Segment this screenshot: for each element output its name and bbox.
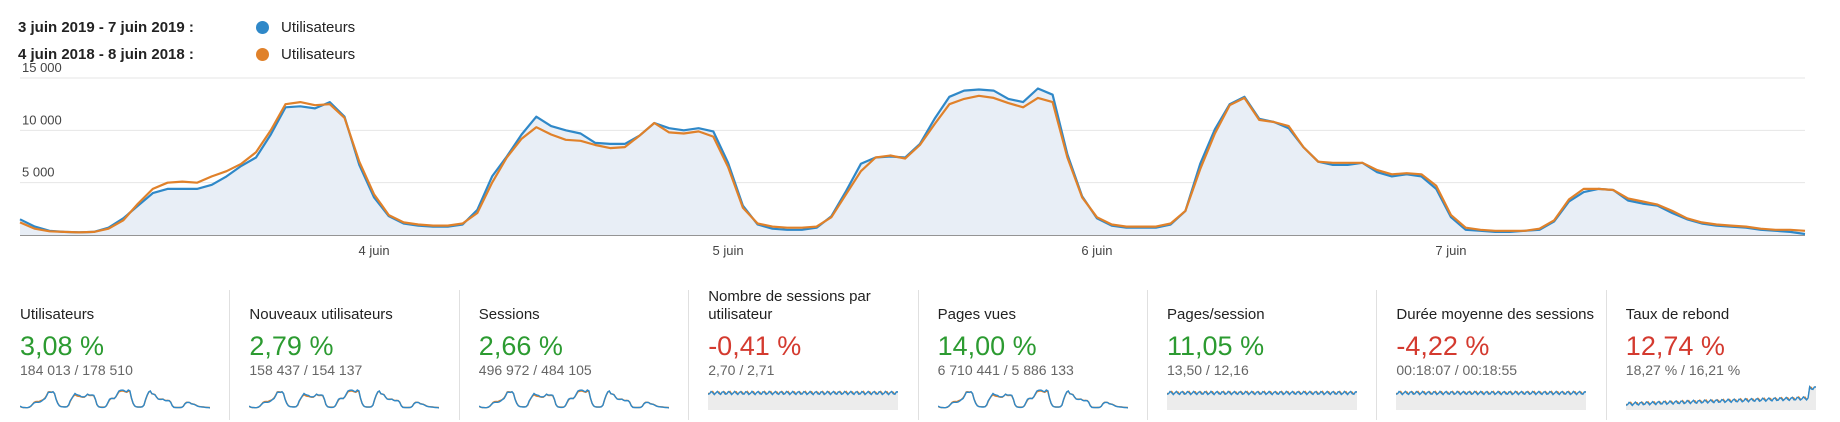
y-tick-label: 5 000 bbox=[22, 165, 55, 180]
sparkline-area bbox=[1396, 391, 1587, 410]
y-tick-label: 10 000 bbox=[22, 112, 62, 127]
sparkline-line bbox=[937, 389, 1128, 409]
legend-dot-current bbox=[256, 21, 269, 34]
legend-row-current[interactable]: 3 juin 2019 - 7 juin 2019 : Utilisateurs bbox=[18, 14, 355, 41]
legend-series-previous: Utilisateurs bbox=[281, 46, 356, 63]
metric-values: 496 972 / 484 105 bbox=[478, 362, 592, 378]
x-tick-label: 5 juin bbox=[713, 243, 744, 258]
metric-sparkline bbox=[478, 389, 669, 409]
metric-sparkline bbox=[937, 389, 1128, 409]
legend-row-previous[interactable]: 4 juin 2018 - 8 juin 2018 : Utilisateurs bbox=[18, 41, 355, 68]
metric-values: 00:18:07 / 00:18:55 bbox=[1396, 362, 1518, 378]
legend-dot-previous bbox=[256, 48, 269, 61]
metric-name: Nombre de sessions par utilisateur bbox=[708, 288, 871, 323]
sparkline-area bbox=[1167, 391, 1357, 410]
metric-card[interactable]: Pages/session 11,05 % 13,50 / 12,16 bbox=[1147, 282, 1376, 422]
metric-divider bbox=[1147, 290, 1148, 420]
metric-name: Durée moyenne des sessions bbox=[1396, 306, 1594, 323]
metric-change: 2,66 % bbox=[478, 331, 563, 361]
series-line-previous[interactable] bbox=[19, 94, 1806, 234]
metric-values: 13,50 / 12,16 bbox=[1167, 362, 1249, 378]
metric-divider bbox=[1605, 290, 1607, 420]
metric-divider bbox=[229, 290, 231, 420]
metric-sparkline bbox=[1396, 390, 1587, 410]
metric-divider bbox=[458, 290, 460, 420]
sparkline-line bbox=[1396, 390, 1587, 396]
metric-sparkline bbox=[1625, 384, 1816, 410]
metric-cards: Utilisateurs 3,08 % 184 013 / 178 510 Nouve… bbox=[0, 282, 1840, 422]
sparkline-line bbox=[708, 390, 899, 396]
metric-card[interactable]: Nouveaux utilisateurs 2,79 % 158 437 / 154… bbox=[229, 282, 458, 422]
metric-values: 6 710 441 / 5 886 133 bbox=[937, 362, 1074, 378]
metric-card[interactable]: Pages vues 14,00 % 6 710 441 / 5 886 133 bbox=[918, 282, 1147, 422]
x-tick-label: 4 juin bbox=[359, 243, 390, 258]
metric-name: Nouveaux utilisateurs bbox=[249, 306, 393, 323]
metric-sparkline bbox=[708, 390, 899, 410]
metric-sparkline bbox=[20, 389, 210, 409]
metric-change: 11,05 % bbox=[1167, 331, 1265, 361]
metric-name: Taux de rebond bbox=[1625, 306, 1730, 323]
metric-change: 14,00 % bbox=[937, 331, 1037, 361]
metric-sparkline bbox=[1167, 390, 1357, 410]
metric-change: 2,79 % bbox=[249, 331, 334, 361]
metric-sparkline bbox=[249, 389, 440, 409]
metric-name: Pages vues bbox=[937, 306, 1016, 323]
metric-values: 184 013 / 178 510 bbox=[20, 362, 133, 378]
legend-range-previous: 4 juin 2018 - 8 juin 2018 : bbox=[18, 46, 194, 63]
metric-divider bbox=[688, 290, 690, 420]
sparkline-line bbox=[20, 389, 210, 409]
metric-change: 3,08 % bbox=[20, 331, 105, 361]
chart-legend: 3 juin 2019 - 7 juin 2019 : Utilisateurs… bbox=[18, 14, 355, 68]
y-tick-label: 15 000 bbox=[22, 60, 62, 75]
sparkline-line bbox=[478, 389, 669, 409]
metric-change: -4,22 % bbox=[1396, 331, 1490, 361]
sparkline-line bbox=[1167, 390, 1357, 396]
metric-divider bbox=[1376, 290, 1378, 420]
metric-name: Sessions bbox=[478, 306, 540, 323]
metric-card[interactable]: Utilisateurs 3,08 % 184 013 / 178 510 bbox=[0, 282, 229, 422]
legend-series-current: Utilisateurs bbox=[281, 19, 356, 36]
metric-name: Utilisateurs bbox=[20, 306, 95, 323]
metric-card[interactable]: Taux de rebond 12,74 % 18,27 % / 16,21 % bbox=[1606, 282, 1835, 422]
legend-range-current: 3 juin 2019 - 7 juin 2019 : bbox=[18, 19, 194, 36]
metric-change: 12,74 % bbox=[1625, 331, 1725, 361]
metric-values: 18,27 % / 16,21 % bbox=[1625, 362, 1741, 378]
area-fill-current bbox=[20, 88, 1805, 235]
x-tick-label: 6 juin bbox=[1081, 243, 1112, 258]
metric-values: 158 437 / 154 137 bbox=[249, 362, 363, 378]
x-tick-label: 7 juin bbox=[1435, 243, 1466, 258]
metric-card[interactable]: Sessions 2,66 % 496 972 / 484 105 bbox=[459, 282, 688, 422]
sparkline-line bbox=[1625, 384, 1816, 407]
metric-name: Pages/session bbox=[1167, 306, 1265, 323]
metric-values: 2,70 / 2,71 bbox=[708, 362, 775, 378]
metric-card[interactable]: Durée moyenne des sessions -4,22 % 00:18:0… bbox=[1376, 282, 1605, 422]
metric-card[interactable]: Nombre de sessions par utilisateur -0,41 … bbox=[688, 282, 917, 422]
metric-divider bbox=[917, 290, 919, 420]
metric-change: -0,41 % bbox=[708, 331, 802, 361]
sparkline-area bbox=[708, 391, 899, 410]
sparkline-line bbox=[249, 389, 440, 409]
main-line-chart[interactable]: 15 000 10 000 5 000 4 juin 5 juin 6 juin 7 jui… bbox=[0, 60, 1840, 260]
